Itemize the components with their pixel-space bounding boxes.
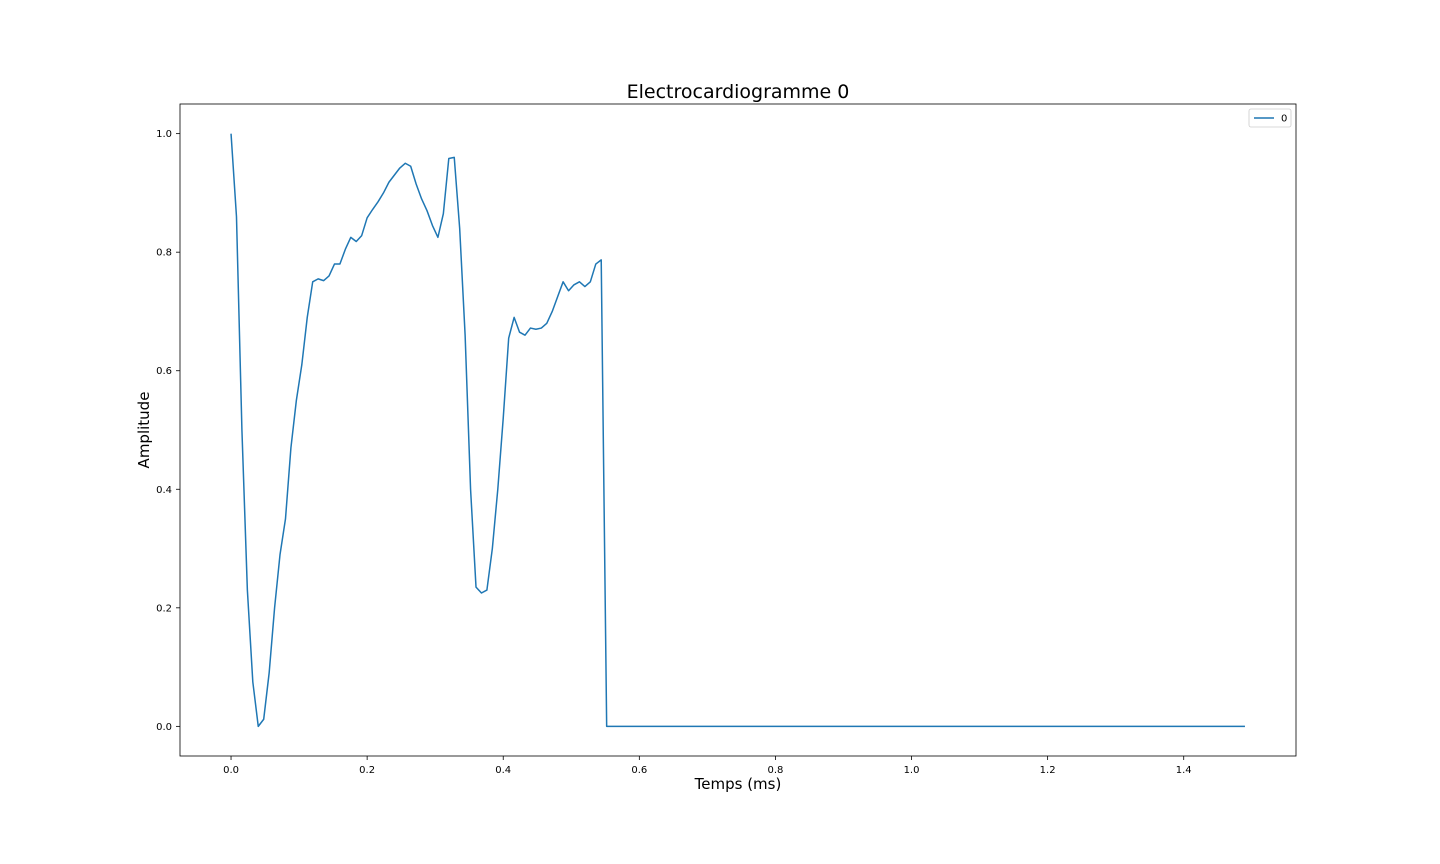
x-tick-label: 0.4 [495, 765, 511, 776]
y-tick-label: 0.4 [156, 485, 172, 496]
x-tick-label: 0.6 [631, 765, 647, 776]
x-tick-label: 0.8 [767, 765, 783, 776]
y-tick-label: 1.0 [156, 129, 172, 140]
x-tick-label: 0.0 [223, 765, 239, 776]
x-tick-label: 0.2 [359, 765, 375, 776]
x-axis-label: Temps (ms) [694, 775, 782, 793]
x-axis: 0.0 0.2 0.4 0.6 0.8 1.0 1.2 1.4 [223, 756, 1192, 776]
chart-title: Electrocardiogramme 0 [627, 81, 850, 103]
legend-label-0: 0 [1281, 114, 1287, 125]
plot-area [179, 103, 1297, 757]
y-tick-label: 0.2 [156, 603, 172, 614]
axes-frame [179, 103, 1297, 757]
series-line-0 [230, 133, 1245, 728]
x-tick-label: 1.2 [1040, 765, 1056, 776]
y-tick-label: 0.6 [156, 366, 172, 377]
y-tick-label: 0.0 [156, 722, 172, 733]
y-axis-label: Amplitude [135, 392, 153, 469]
y-tick-label: 0.8 [156, 248, 172, 259]
y-axis: 0.0 0.2 0.4 0.6 0.8 1.0 [156, 129, 180, 733]
x-tick-label: 1.4 [1176, 765, 1192, 776]
x-tick-label: 1.0 [904, 765, 920, 776]
legend: 0 [1248, 108, 1292, 128]
